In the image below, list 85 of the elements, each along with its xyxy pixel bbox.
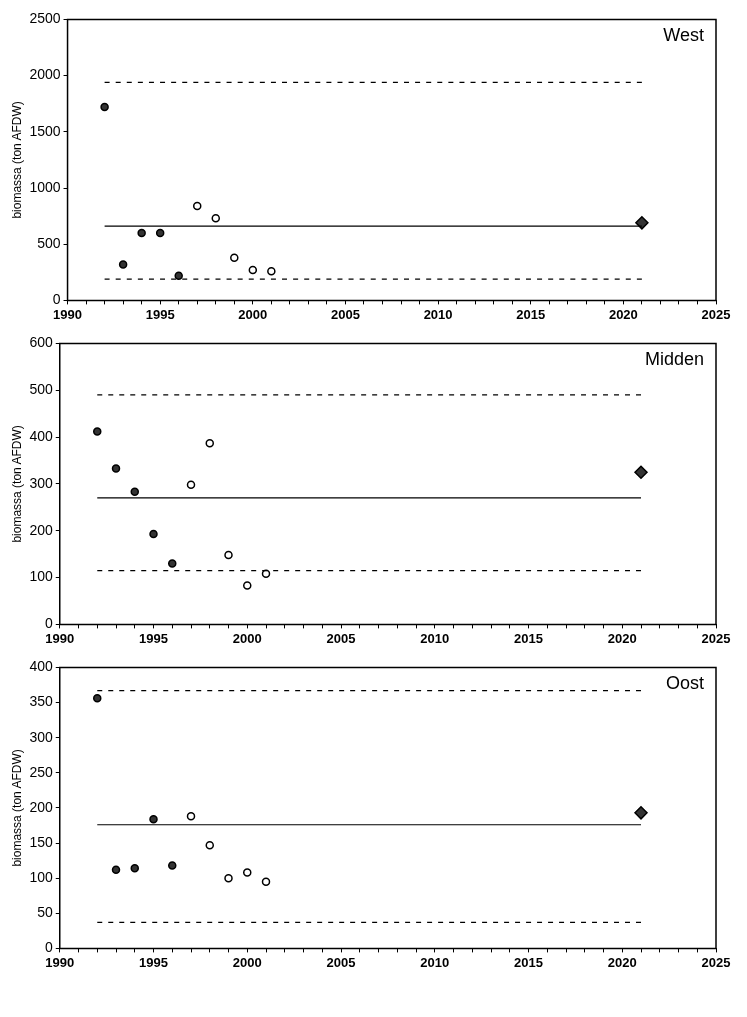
point	[130, 487, 140, 497]
point	[100, 102, 109, 112]
x-tick-label: 2005	[326, 954, 356, 970]
x-tick-label: 2010	[420, 630, 450, 646]
y-tick-label: 600	[29, 334, 53, 351]
x-tick-label: 1990	[45, 954, 75, 970]
point	[168, 861, 177, 870]
point	[192, 201, 202, 211]
x-tick-label: 2005	[330, 306, 360, 322]
x-tick-label: 1990	[45, 630, 75, 646]
point	[230, 253, 239, 262]
point	[248, 265, 258, 275]
point	[168, 559, 177, 568]
y-tick-label: 200	[29, 521, 53, 538]
point	[186, 812, 196, 821]
y-tick-label: 150	[29, 833, 53, 850]
x-tick-label: 2000	[232, 630, 262, 646]
chart-title: Oost	[665, 673, 704, 694]
x-tick-label: 2020	[608, 306, 638, 322]
y-tick-label: 1500	[29, 122, 61, 139]
x-tick-label: 2005	[326, 630, 356, 646]
x-tick-label: 1995	[139, 954, 168, 970]
point	[130, 864, 140, 873]
point	[267, 266, 276, 276]
point	[205, 438, 215, 448]
point	[224, 873, 233, 883]
point	[111, 865, 121, 874]
y-axis-title: biomassa (ton AFDW)	[9, 425, 24, 543]
point	[635, 216, 649, 230]
point	[243, 581, 252, 590]
x-tick-label: 2020	[607, 954, 637, 970]
point	[149, 529, 158, 539]
y-tick-label: 350	[29, 693, 53, 710]
point	[211, 214, 221, 223]
x-tick-label: 2025	[701, 954, 731, 970]
x-tick-label: 1995	[145, 306, 175, 322]
point	[149, 814, 158, 824]
y-tick-label: 200	[29, 798, 53, 815]
point	[93, 427, 102, 436]
point	[186, 480, 196, 490]
point	[224, 550, 233, 560]
y-tick-label: 0	[44, 939, 53, 956]
x-tick-label: 1995	[139, 630, 168, 646]
y-tick-label: 1000	[29, 178, 61, 195]
y-tick-label: 2000	[29, 66, 61, 83]
point	[155, 228, 165, 238]
y-tick-label: 400	[29, 427, 53, 444]
point	[137, 228, 146, 238]
point	[634, 465, 648, 479]
y-axis-title: biomassa (ton AFDW)	[9, 749, 24, 867]
y-tick-label: 0	[52, 291, 61, 308]
x-tick-label: 2025	[701, 630, 731, 646]
point	[243, 868, 252, 877]
point	[634, 806, 648, 820]
x-tick-label: 1990	[53, 306, 83, 322]
x-tick-label: 2000	[238, 306, 268, 322]
y-tick-label: 100	[29, 869, 53, 886]
x-tick-label: 2015	[516, 306, 546, 322]
x-tick-label: 2010	[420, 954, 450, 970]
y-tick-label: 400	[29, 658, 53, 675]
x-tick-label: 2000	[232, 954, 262, 970]
y-tick-label: 300	[29, 474, 53, 491]
x-tick-label: 2015	[514, 954, 543, 970]
point	[205, 840, 215, 850]
x-tick-label: 2015	[514, 630, 543, 646]
point	[118, 260, 128, 269]
x-tick-label: 2020	[607, 630, 637, 646]
y-tick-label: 2500	[29, 10, 61, 27]
point	[174, 271, 183, 280]
x-tick-label: 2010	[423, 306, 453, 322]
y-tick-label: 500	[29, 381, 53, 398]
point	[111, 464, 121, 473]
point	[93, 694, 102, 703]
y-tick-label: 100	[29, 568, 53, 585]
y-tick-label: 0	[44, 615, 53, 632]
y-axis-title: biomassa (ton AFDW)	[9, 101, 24, 219]
x-tick-label: 2025	[701, 306, 731, 322]
y-tick-label: 250	[29, 763, 53, 780]
y-tick-label: 50	[37, 904, 53, 921]
chart-title: West	[663, 25, 704, 46]
point	[261, 877, 271, 886]
y-tick-label: 300	[29, 728, 53, 745]
chart-title: Midden	[644, 349, 704, 370]
point	[261, 569, 271, 579]
y-tick-label: 500	[37, 235, 61, 252]
